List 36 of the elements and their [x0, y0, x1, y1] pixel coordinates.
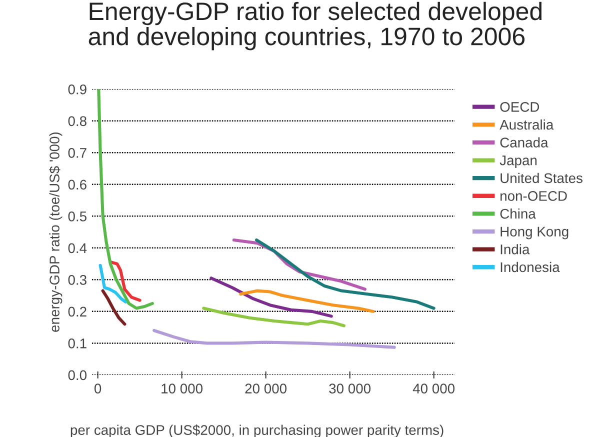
chart-title: Energy-GDP ratio for selected developed and developing countries, 1970 to 2006 [88, 2, 542, 50]
x-tick-label: 40 000 [412, 384, 455, 394]
x-tick-label: 20 000 [245, 384, 287, 394]
line-series [110, 260, 142, 302]
y-tick-label: 0.4 [68, 243, 87, 254]
legend-label: India [500, 244, 530, 254]
y-tick-label: 0.3 [68, 275, 86, 285]
line-series [97, 89, 154, 310]
y-tick-label: 0.9 [68, 84, 86, 94]
legend-label: Indonesia [500, 262, 560, 272]
y-tick-label: 0.7 [68, 148, 86, 158]
line-series [210, 276, 333, 318]
y-tick-label: 0.0 [68, 370, 87, 380]
y-axis-title: energy-GDP ratio (toe/US$ '000) [49, 132, 62, 332]
legend-label: China [500, 208, 536, 219]
x-tick-label: 0 [94, 384, 102, 394]
y-tick-label: 0.6 [68, 180, 86, 190]
line-series [152, 328, 396, 349]
legend-label: Canada [500, 137, 548, 148]
y-tick-label: 0.8 [68, 116, 86, 126]
line-series [98, 264, 128, 304]
y-tick-label: 0.1 [68, 338, 86, 348]
x-tick-label: 30 000 [329, 384, 371, 394]
line-series [202, 306, 346, 328]
legend-label: non-OECD [500, 191, 567, 201]
line-series [255, 238, 436, 310]
legend-label: United States [500, 172, 582, 184]
legend-label: Japan [500, 156, 537, 168]
line-series [101, 289, 126, 326]
legend-label: OECD [500, 102, 540, 112]
y-tick-label: 0.2 [68, 306, 86, 317]
line-series [239, 289, 375, 313]
legend-label: Australia [500, 119, 554, 130]
legend-label: Hong Kong [500, 226, 568, 240]
x-tick-label: 10 000 [162, 384, 203, 394]
y-tick-label: 0.5 [68, 212, 86, 222]
